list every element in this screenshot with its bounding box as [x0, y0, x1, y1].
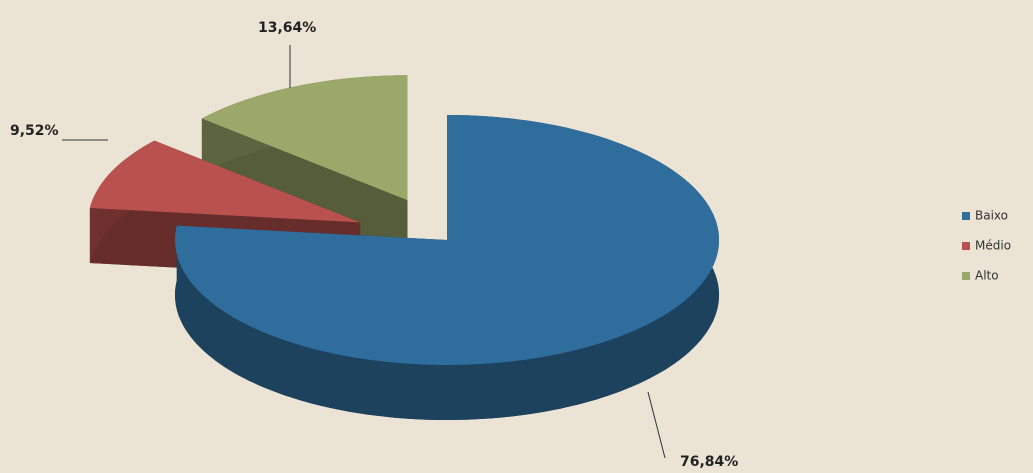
- slice: [201, 75, 408, 201]
- value-label: 9,52%: [10, 123, 59, 139]
- slice: [89, 140, 361, 223]
- legend-label: Médio: [975, 239, 1011, 253]
- value-label: 76,84%: [680, 454, 738, 470]
- legend-swatch: [962, 272, 970, 280]
- legend-swatch: [962, 212, 970, 220]
- legend-label: Baixo: [975, 209, 1008, 223]
- value-label: 13,64%: [258, 20, 316, 36]
- legend-label: Alto: [975, 269, 999, 283]
- slice: [175, 115, 719, 365]
- legend-swatch: [962, 242, 970, 250]
- leader-line: [647, 391, 666, 459]
